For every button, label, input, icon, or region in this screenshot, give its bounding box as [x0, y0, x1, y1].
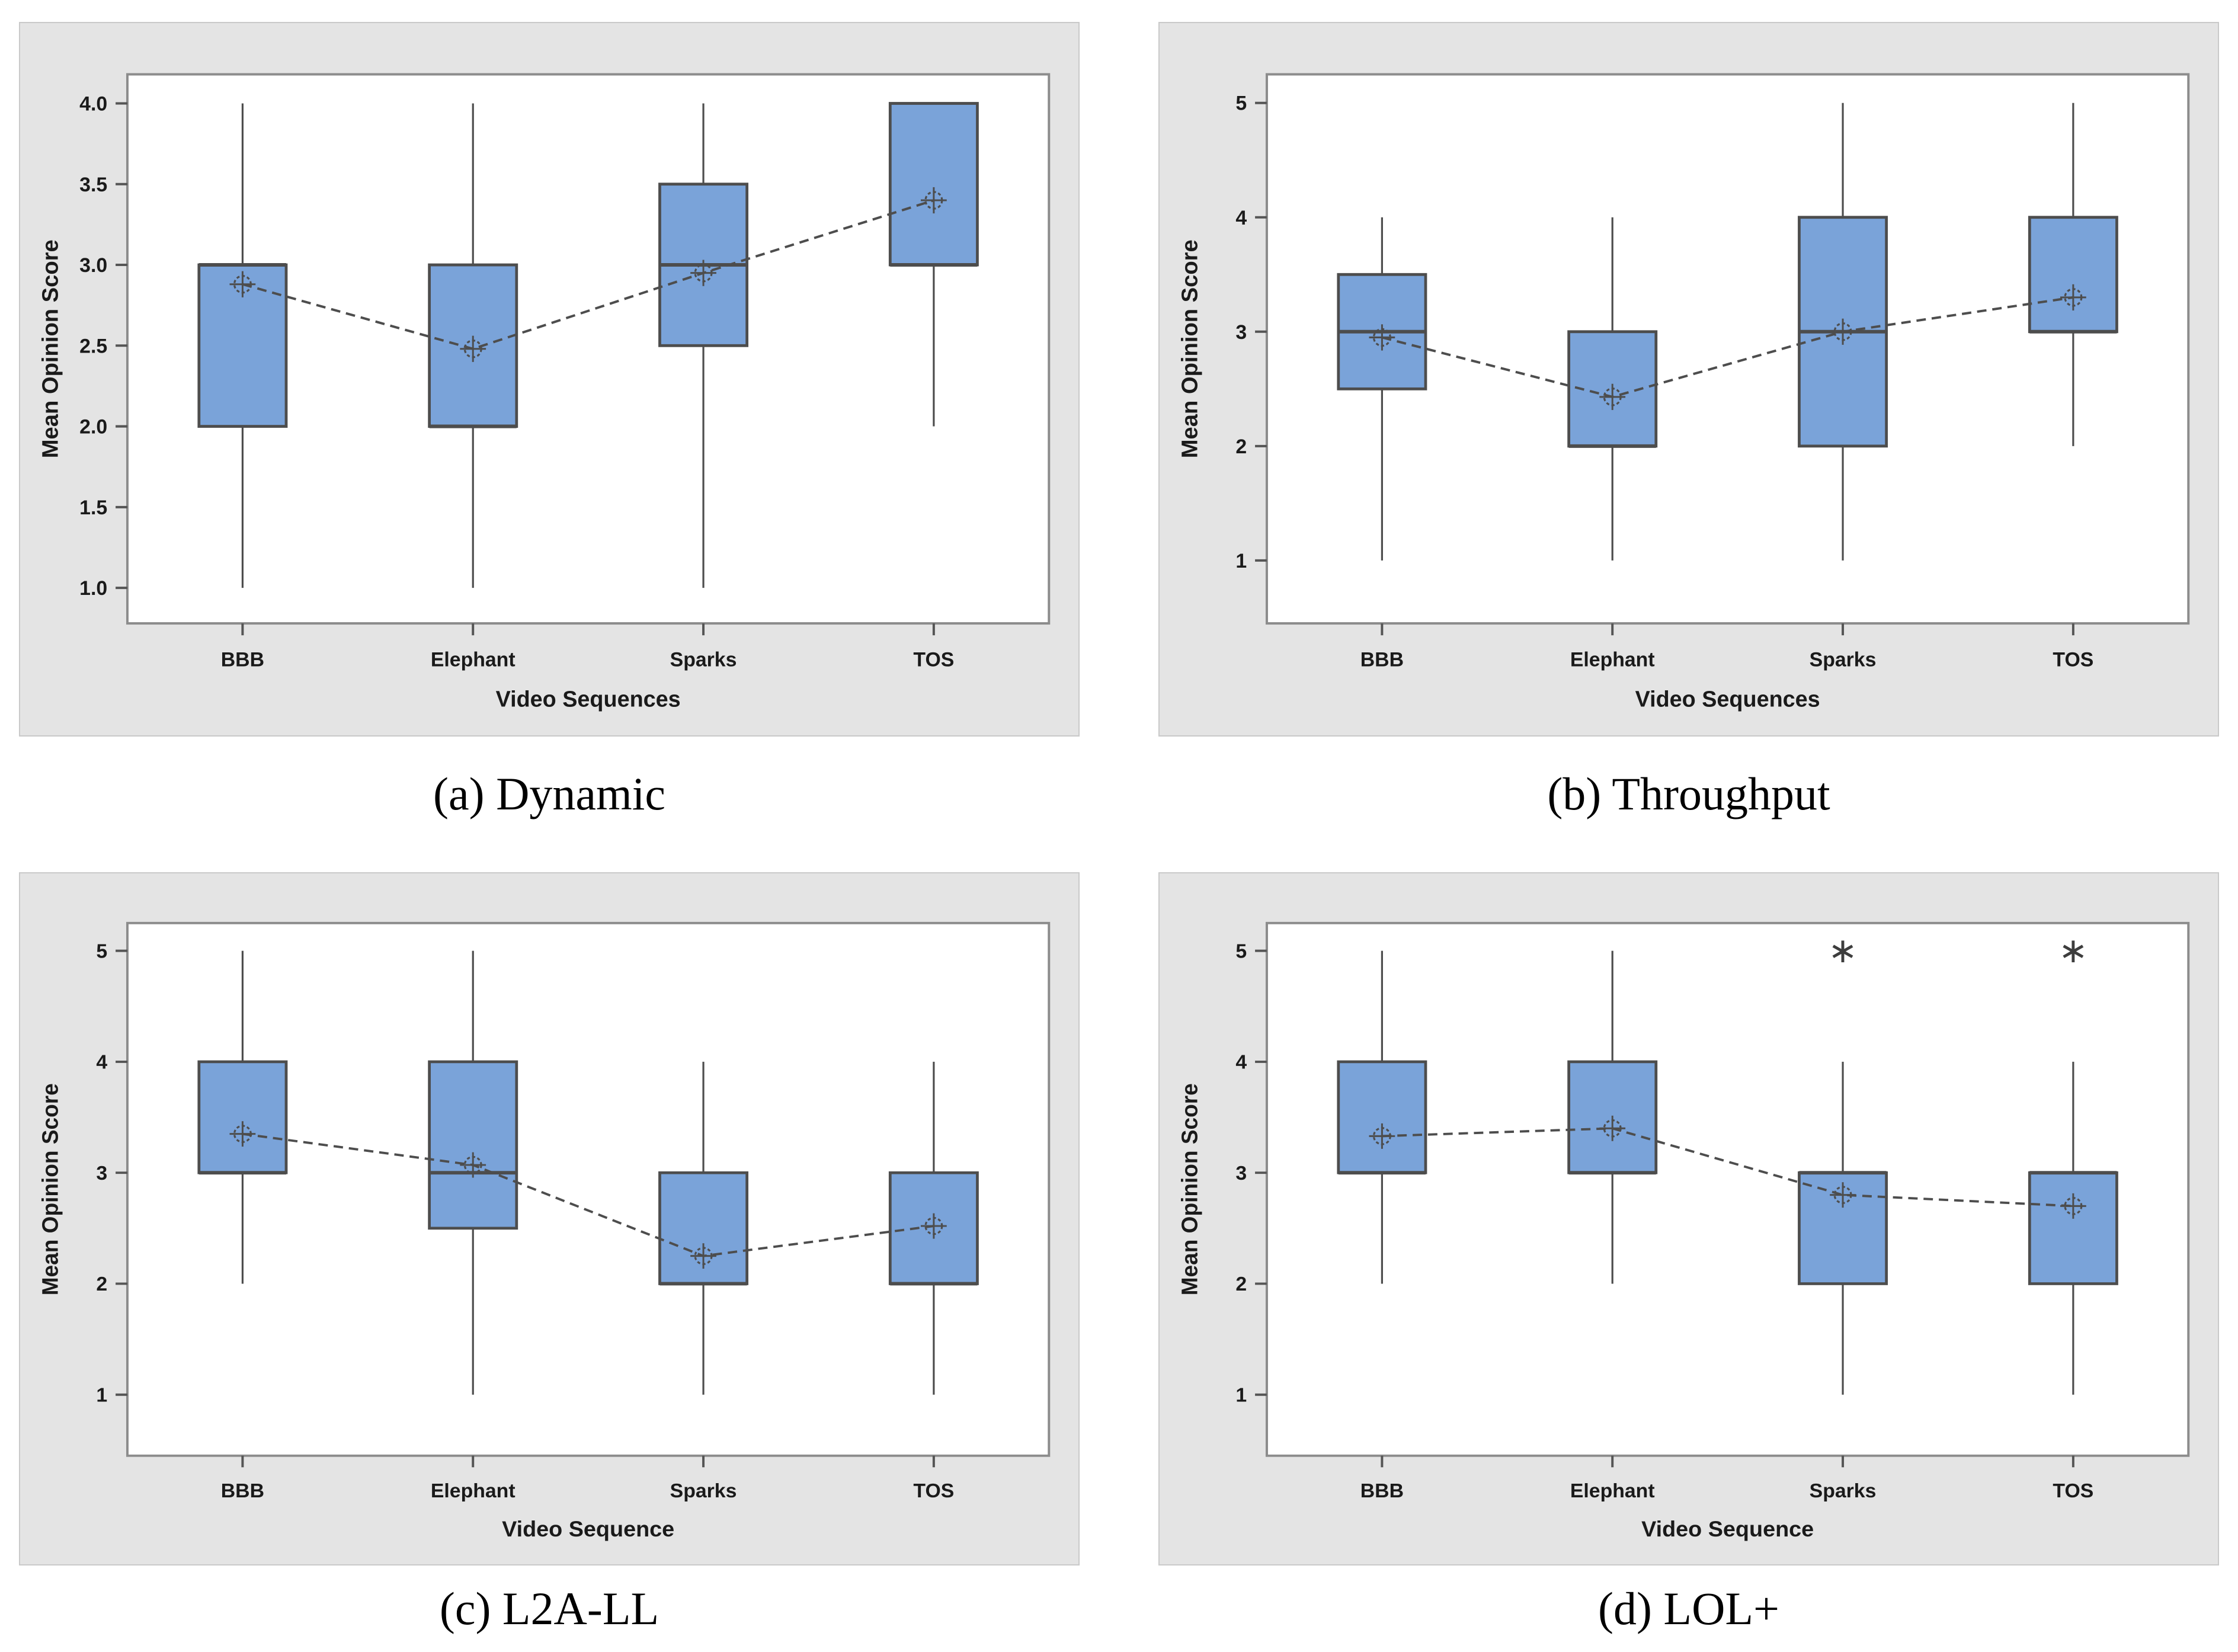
x-axis-title: Video Sequence: [502, 1517, 674, 1542]
y-axis-title: Mean Opinion Score: [1178, 239, 1203, 458]
mean-marker: [1830, 318, 1856, 345]
mean-marker: [2060, 1193, 2086, 1219]
y-tick-label: 2: [1235, 1273, 1247, 1295]
panel-lol-plus: 1 2 3 4 5 BBB Elephant Sparks TOS Video Sequence M…: [1158, 872, 2219, 1565]
y-tick-label: 2.0: [79, 415, 107, 438]
boxplot-chart-l2a-ll: 1 2 3 4 5 BBB Elephant Sparks TOS Video Sequence M…: [19, 872, 1080, 1565]
x-tick-label: TOS: [913, 1480, 954, 1502]
boxplot-svg-d: 1 2 3 4 5 BBB Elephant Sparks TOS Video Sequence M…: [1158, 872, 2219, 1565]
x-tick-label: TOS: [2053, 1480, 2093, 1502]
mean-marker: [1830, 1182, 1856, 1208]
panel-caption: (b) Throughput: [1547, 768, 1830, 819]
mean-marker: [460, 335, 486, 362]
panel-caption: (c) L2A-LL: [439, 1583, 659, 1634]
mean-marker: [1599, 383, 1626, 410]
panel-caption: (a) Dynamic: [433, 768, 665, 819]
mean-marker: [460, 1152, 486, 1178]
x-tick-label: BBB: [1360, 648, 1404, 671]
x-tick-label: BBB: [221, 1480, 264, 1502]
x-tick-label: TOS: [2053, 648, 2093, 671]
y-tick-label: 1.5: [79, 497, 107, 519]
y-tick-label: 3: [1235, 321, 1247, 344]
y-tick-label: 1: [1235, 550, 1247, 572]
panel-dynamic: 1.0 1.5 2.0 2.5 3.0 3.5 4.0 BBB Elephant Sparks TO…: [19, 22, 1080, 737]
y-tick-label: 1: [96, 1385, 107, 1407]
boxplot-svg-a: 1.0 1.5 2.0 2.5 3.0 3.5 4.0 BBB Elephant Sparks TO…: [19, 22, 1080, 737]
y-tick-label: 3: [96, 1163, 107, 1184]
x-tick-label: Elephant: [1570, 1480, 1655, 1502]
box-TOS: [2028, 1171, 2118, 1285]
x-axis-title: Video Sequences: [1635, 687, 1820, 712]
mean-marker: [2060, 284, 2086, 310]
mean-marker: [229, 271, 256, 297]
boxplot-chart-dynamic: 1.0 1.5 2.0 2.5 3.0 3.5 4.0 BBB Elephant Sparks TO…: [19, 22, 1080, 737]
y-tick-label: 2.5: [79, 335, 107, 357]
y-tick-label: 1: [1235, 1385, 1247, 1407]
x-tick-label: BBB: [1360, 1480, 1404, 1502]
box-TOS: [2028, 216, 2118, 334]
x-tick-label: Sparks: [670, 1480, 737, 1502]
y-tick-label: 4: [96, 1052, 107, 1074]
panel-caption: (d) LOL+: [1597, 1583, 1780, 1634]
mean-marker: [920, 187, 947, 214]
y-tick-label: 5: [96, 941, 107, 963]
y-tick-label: 3.5: [79, 174, 107, 196]
boxplot-chart-lol-plus: 1 2 3 4 5 BBB Elephant Sparks TOS Video Sequence M…: [1158, 872, 2219, 1565]
x-axis-title: Video Sequence: [1641, 1517, 1814, 1542]
panel-l2a-ll: 1 2 3 4 5 BBB Elephant Sparks TOS Video Sequence M…: [19, 872, 1080, 1565]
boxplot-chart-throughput: 1 2 3 4 5 BBB Elephant Sparks TOS Video Sequences…: [1158, 22, 2219, 737]
x-tick-label: Sparks: [670, 648, 737, 671]
y-tick-label: 5: [1235, 92, 1247, 115]
box-TOS: [888, 102, 979, 267]
x-tick-label: Sparks: [1810, 648, 1877, 671]
y-tick-label: 5: [1235, 941, 1247, 963]
x-tick-label: Elephant: [431, 1480, 516, 1502]
mean-marker: [1369, 324, 1395, 351]
y-tick-label: 4: [1235, 207, 1247, 229]
box-Sparks: [658, 1171, 749, 1285]
mean-connector-line: [242, 1132, 934, 1257]
outlier-asterisk: ∗: [2058, 931, 2088, 970]
mean-marker: [920, 1213, 947, 1239]
y-axis-title: Mean Opinion Score: [1177, 1083, 1202, 1295]
mean-connector-line: [242, 199, 934, 350]
y-tick-label: 2: [1235, 436, 1247, 458]
x-tick-label: TOS: [913, 648, 954, 671]
y-tick-label: 3: [1235, 1163, 1247, 1184]
boxplot-svg-c: 1 2 3 4 5 BBB Elephant Sparks TOS Video Sequence M…: [19, 872, 1080, 1565]
y-tick-label: 1.0: [79, 577, 107, 600]
mean-marker: [1599, 1115, 1626, 1141]
x-tick-label: BBB: [221, 648, 264, 671]
mean-marker: [690, 260, 716, 286]
x-tick-label: Elephant: [431, 648, 516, 671]
panel-throughput: 1 2 3 4 5 BBB Elephant Sparks TOS Video Sequences…: [1158, 22, 2219, 737]
y-tick-label: 4.0: [79, 92, 107, 115]
y-axis-title: Mean Opinion Score: [39, 239, 63, 458]
boxplot-svg-b: 1 2 3 4 5 BBB Elephant Sparks TOS Video Sequences…: [1158, 22, 2219, 737]
box-BBB: [197, 1060, 288, 1174]
mean-marker: [229, 1121, 256, 1147]
box-Elephant: [428, 1060, 518, 1230]
outlier-asterisk: ∗: [1828, 931, 1858, 970]
mean-connector-line: [1382, 1127, 2073, 1208]
y-tick-label: 3.0: [79, 254, 107, 277]
y-tick-label: 4: [1235, 1052, 1247, 1074]
x-tick-label: Elephant: [1570, 648, 1655, 671]
x-tick-label: Sparks: [1810, 1480, 1877, 1502]
box-BBB: [1337, 1060, 1427, 1174]
y-tick-label: 2: [96, 1273, 107, 1295]
mean-marker: [690, 1243, 716, 1269]
x-axis-title: Video Sequences: [496, 687, 681, 712]
mean-connector-line: [1381, 296, 2074, 398]
mean-marker: [1369, 1123, 1395, 1149]
y-axis-title: Mean Opinion Score: [37, 1083, 62, 1295]
